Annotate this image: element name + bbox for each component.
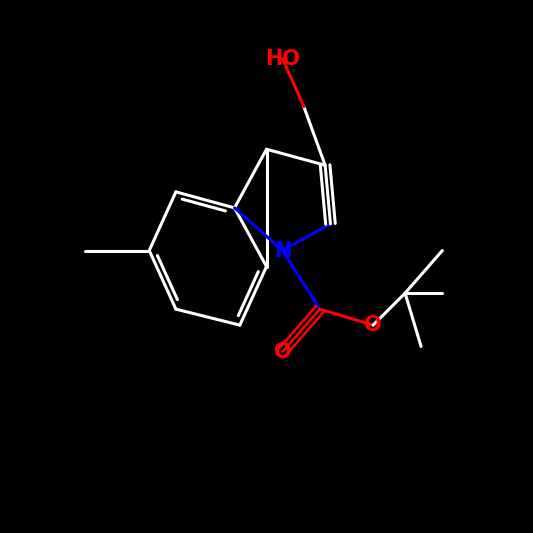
Text: N: N bbox=[274, 240, 291, 261]
Text: O: O bbox=[273, 342, 292, 362]
Text: HO: HO bbox=[265, 49, 300, 69]
Text: O: O bbox=[364, 315, 382, 335]
